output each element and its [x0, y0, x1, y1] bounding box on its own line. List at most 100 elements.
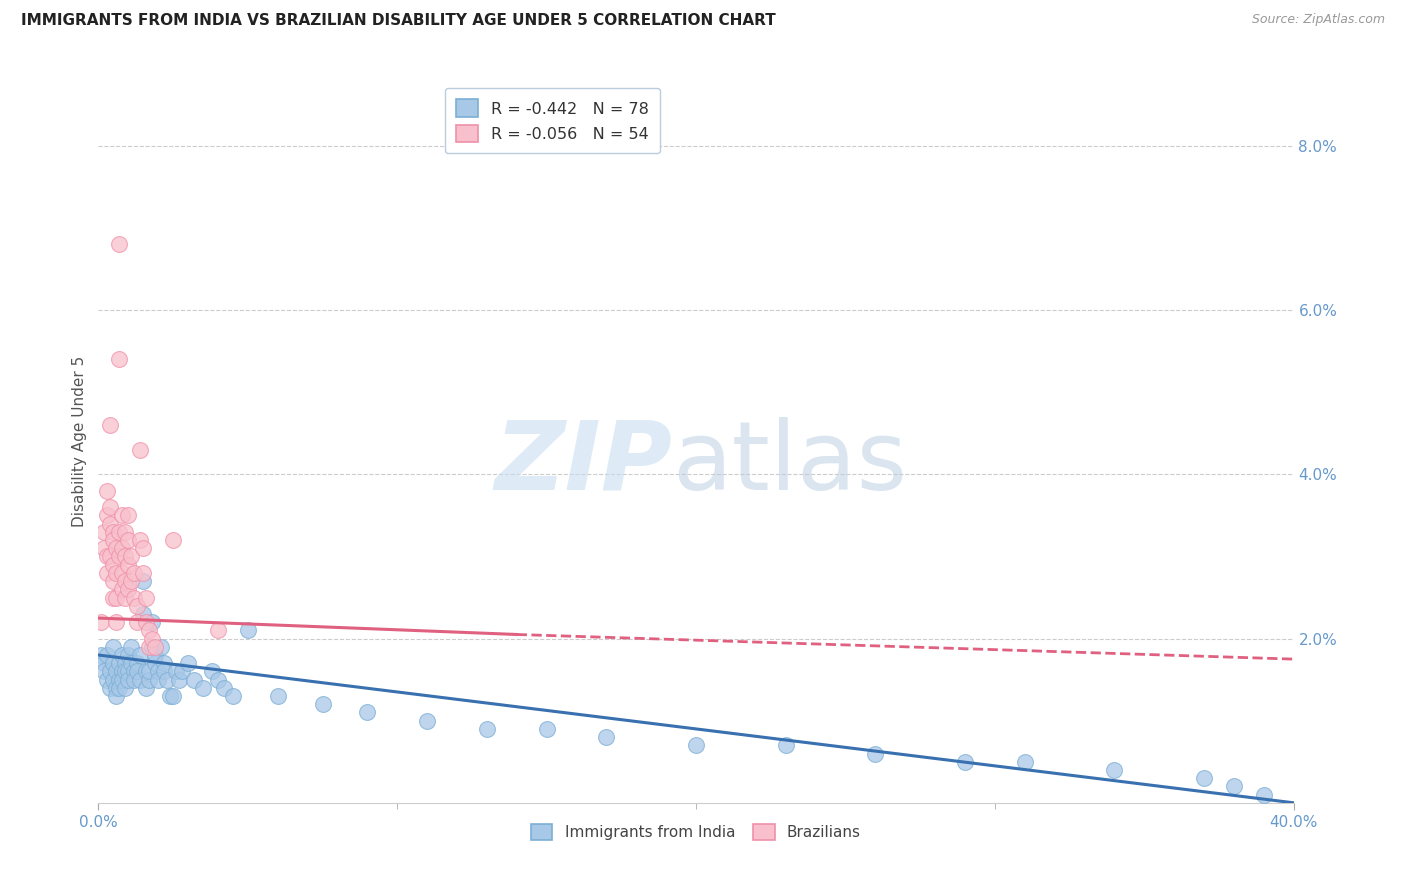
Point — [953, 755, 976, 769]
Point — [98, 500, 122, 515]
Point — [153, 665, 176, 679]
Point — [93, 524, 115, 539]
Point — [595, 730, 617, 744]
Point — [111, 566, 134, 580]
Point — [105, 541, 128, 556]
Point — [98, 665, 122, 679]
Point — [103, 640, 125, 654]
Text: ZIP: ZIP — [494, 417, 672, 509]
Point — [117, 558, 139, 572]
Point — [111, 582, 134, 597]
Point — [98, 516, 122, 531]
Point — [124, 665, 146, 679]
Point — [124, 673, 146, 687]
Point — [90, 615, 112, 630]
Point — [143, 640, 166, 654]
Point — [96, 566, 118, 580]
Point — [96, 483, 118, 498]
Point — [117, 508, 139, 523]
Text: IMMIGRANTS FROM INDIA VS BRAZILIAN DISABILITY AGE UNDER 5 CORRELATION CHART: IMMIGRANTS FROM INDIA VS BRAZILIAN DISAB… — [21, 13, 776, 29]
Point — [141, 640, 163, 654]
Point — [120, 574, 142, 588]
Point — [1253, 788, 1275, 802]
Point — [108, 352, 131, 367]
Point — [120, 640, 142, 654]
Point — [105, 591, 128, 605]
Point — [114, 657, 136, 671]
Point — [103, 591, 125, 605]
Point — [127, 665, 149, 679]
Point — [135, 681, 157, 695]
Point — [162, 533, 184, 547]
Point — [207, 673, 229, 687]
Point — [172, 665, 194, 679]
Point — [1014, 755, 1036, 769]
Point — [159, 689, 181, 703]
Legend: Immigrants from India, Brazilians: Immigrants from India, Brazilians — [522, 814, 870, 849]
Point — [103, 574, 125, 588]
Point — [111, 648, 134, 662]
Point — [129, 673, 152, 687]
Point — [132, 541, 155, 556]
Point — [135, 665, 157, 679]
Point — [129, 533, 152, 547]
Point — [124, 591, 146, 605]
Point — [117, 533, 139, 547]
Point — [138, 624, 160, 638]
Point — [129, 442, 152, 457]
Point — [143, 657, 166, 671]
Point — [117, 665, 139, 679]
Y-axis label: Disability Age Under 5: Disability Age Under 5 — [72, 356, 87, 527]
Point — [114, 574, 136, 588]
Point — [416, 714, 439, 728]
Point — [124, 566, 146, 580]
Point — [120, 657, 142, 671]
Point — [114, 549, 136, 564]
Point — [162, 689, 184, 703]
Point — [138, 673, 160, 687]
Point — [103, 533, 125, 547]
Point — [114, 591, 136, 605]
Point — [141, 615, 163, 630]
Point — [105, 689, 128, 703]
Text: Source: ZipAtlas.com: Source: ZipAtlas.com — [1251, 13, 1385, 27]
Point — [117, 648, 139, 662]
Point — [105, 665, 128, 679]
Point — [127, 615, 149, 630]
Point — [103, 673, 125, 687]
Point — [114, 681, 136, 695]
Point — [236, 624, 259, 638]
Point — [105, 615, 128, 630]
Point — [201, 665, 224, 679]
Point — [114, 665, 136, 679]
Point — [191, 681, 214, 695]
Point — [108, 549, 131, 564]
Point — [222, 689, 245, 703]
Point — [141, 632, 163, 646]
Point — [129, 648, 152, 662]
Point — [96, 673, 118, 687]
Point — [108, 681, 131, 695]
Point — [103, 524, 125, 539]
Point — [111, 541, 134, 556]
Point — [111, 665, 134, 679]
Point — [120, 549, 142, 564]
Point — [98, 681, 122, 695]
Point — [212, 681, 235, 695]
Point — [138, 665, 160, 679]
Point — [105, 681, 128, 695]
Point — [156, 673, 179, 687]
Point — [103, 657, 125, 671]
Point — [138, 640, 160, 654]
Point — [117, 582, 139, 597]
Point — [775, 739, 797, 753]
Point — [153, 657, 176, 671]
Point — [135, 615, 157, 630]
Point — [132, 566, 155, 580]
Point — [96, 549, 118, 564]
Point — [98, 418, 122, 433]
Point — [1104, 763, 1126, 777]
Point — [267, 689, 290, 703]
Point — [108, 673, 131, 687]
Point — [865, 747, 887, 761]
